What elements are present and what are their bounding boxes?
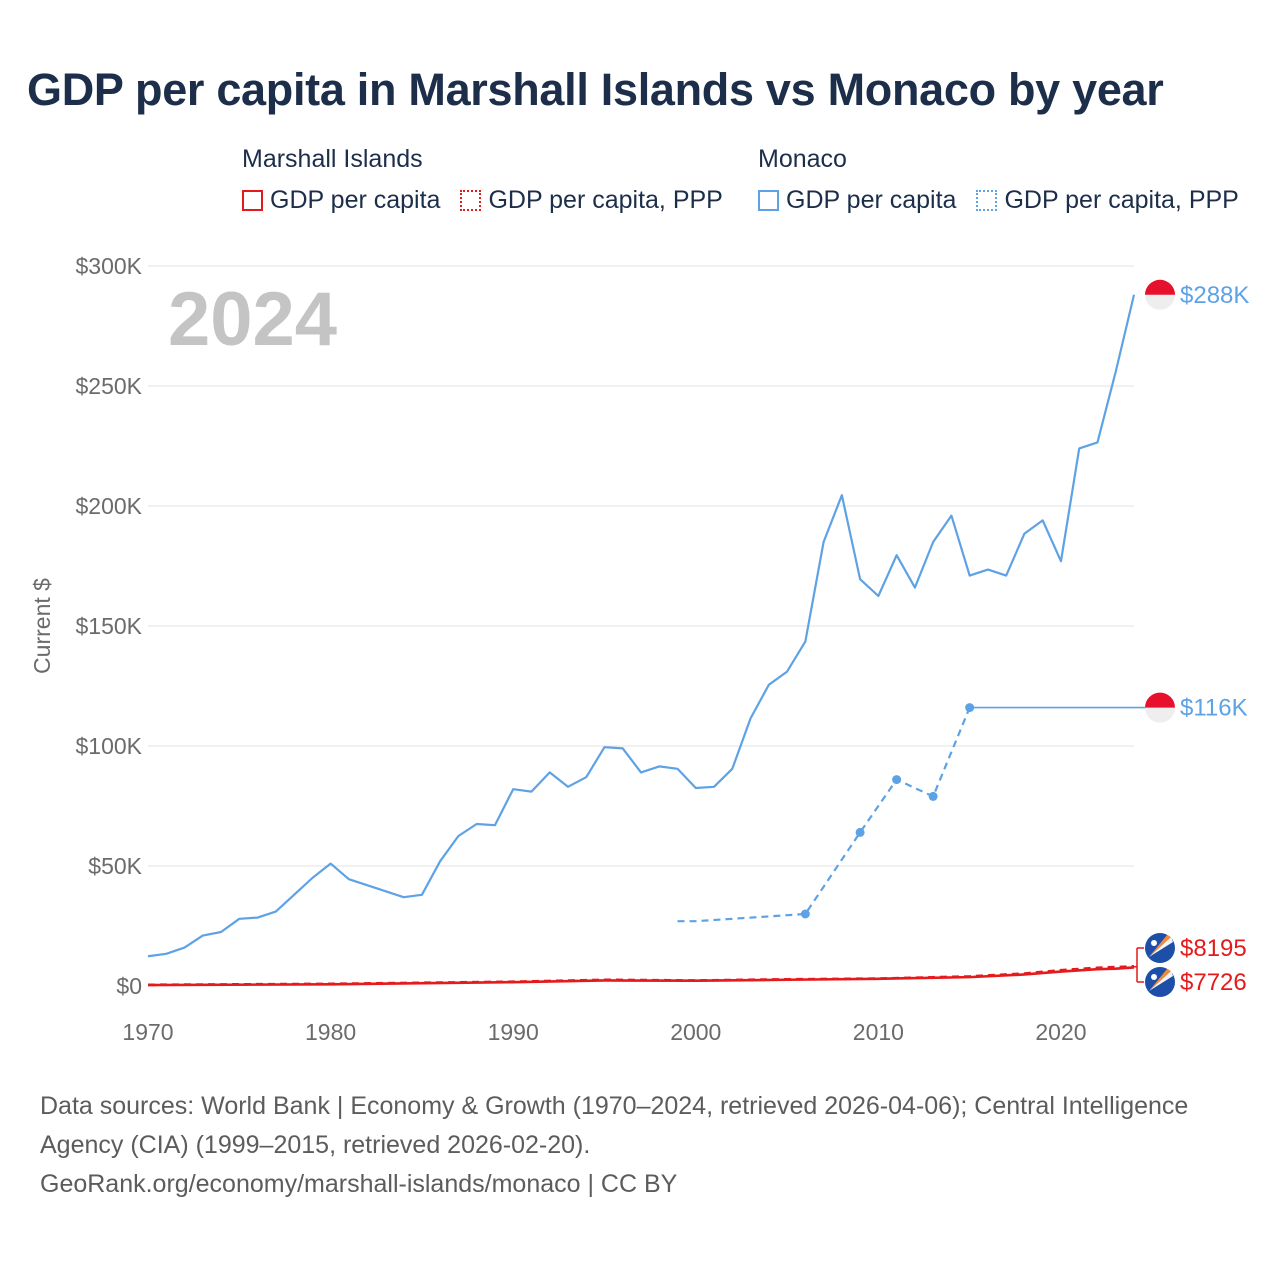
legend-item-monaco-gdp[interactable]: GDP per capita [758, 185, 956, 215]
legend-monaco: Monaco GDP per capita GDP per capita, PP… [758, 142, 1239, 215]
data-point-marker [928, 791, 938, 801]
flag-orange-stripe [1149, 969, 1171, 991]
legend-marshall-islands: Marshall Islands GDP per capita GDP per … [242, 142, 723, 215]
line-chart: $0 $50K $100K $150K $200K $250K $300K 1970 1980 1… [29, 253, 1249, 1045]
monaco-flag-icon [1145, 279, 1175, 310]
y-tick-label: $200K [75, 493, 142, 519]
solid-swatch-icon [242, 189, 263, 211]
x-tick-label: 1970 [122, 1019, 173, 1045]
y-tick-label: $250K [75, 373, 142, 399]
y-tick-label: $100K [75, 733, 142, 759]
flag-orange-stripe [1149, 935, 1171, 957]
label-bracket [1134, 947, 1144, 983]
legend-item-monaco-gdp-ppp[interactable]: GDP per capita, PPP [976, 185, 1239, 215]
chart-title: GDP per capita in Marshall Islands vs Mo… [27, 64, 1164, 115]
data-point-marker [965, 703, 975, 713]
end-value-label: $8195 [1180, 935, 1247, 962]
y-tick-label: $50K [88, 853, 142, 879]
legend-label: GDP per capita, PPP [1004, 186, 1239, 214]
legend-item-marshall-gdp[interactable]: GDP per capita [242, 185, 440, 215]
flag-white-stripe [1149, 971, 1173, 991]
year-watermark: 2024 [168, 277, 337, 362]
data-point-marker [800, 909, 810, 919]
flag-white-stripe [1149, 937, 1173, 957]
legend-label: GDP per capita [786, 186, 957, 214]
y-tick-label: $300K [75, 253, 142, 279]
monaco-flag-icon [1145, 692, 1175, 723]
dotted-swatch-icon [460, 189, 482, 211]
flag-star [1151, 974, 1157, 980]
flag-star [1151, 940, 1157, 946]
data-point-marker [855, 827, 865, 837]
y-axis-label: Current $ [29, 578, 55, 674]
y-tick-label: $150K [75, 613, 142, 639]
footer: Data sources: World Bank | Economy & Gro… [40, 1087, 1245, 1204]
x-tick-label: 1990 [488, 1019, 539, 1045]
solid-swatch-icon [758, 189, 779, 211]
legend-heading: Marshall Islands [242, 145, 423, 173]
x-tick-label: 2010 [853, 1019, 904, 1045]
end-value-label: $116K [1180, 695, 1248, 722]
flag-red-half [1145, 279, 1175, 295]
x-tick-label: 1980 [305, 1019, 356, 1045]
series-line-0 [147, 294, 1136, 958]
x-tick-label: 2000 [670, 1019, 721, 1045]
flag-red-half [1145, 692, 1175, 708]
credit-link[interactable]: GeoRank.org/economy/marshall-islands/mon… [40, 1170, 678, 1198]
marshall-islands-flag-icon [1145, 933, 1175, 963]
series-line-1 [677, 707, 971, 923]
legend-label: GDP per capita, PPP [488, 186, 723, 214]
data-sources-text: Data sources: World Bank | Economy & Gro… [40, 1092, 1189, 1159]
x-tick-label: 2020 [1035, 1019, 1086, 1045]
legend-label: GDP per capita [270, 186, 441, 214]
legend-item-marshall-gdp-ppp[interactable]: GDP per capita, PPP [460, 185, 723, 215]
end-value-label: $288K [1180, 282, 1249, 309]
dotted-swatch-icon [976, 189, 998, 211]
data-point-marker [892, 775, 902, 785]
series-line-3 [147, 966, 1135, 987]
marshall-islands-flag-icon [1145, 967, 1175, 997]
y-tick-label: $0 [116, 973, 142, 999]
legend-heading: Monaco [758, 145, 847, 173]
end-value-label: $7726 [1180, 969, 1247, 996]
